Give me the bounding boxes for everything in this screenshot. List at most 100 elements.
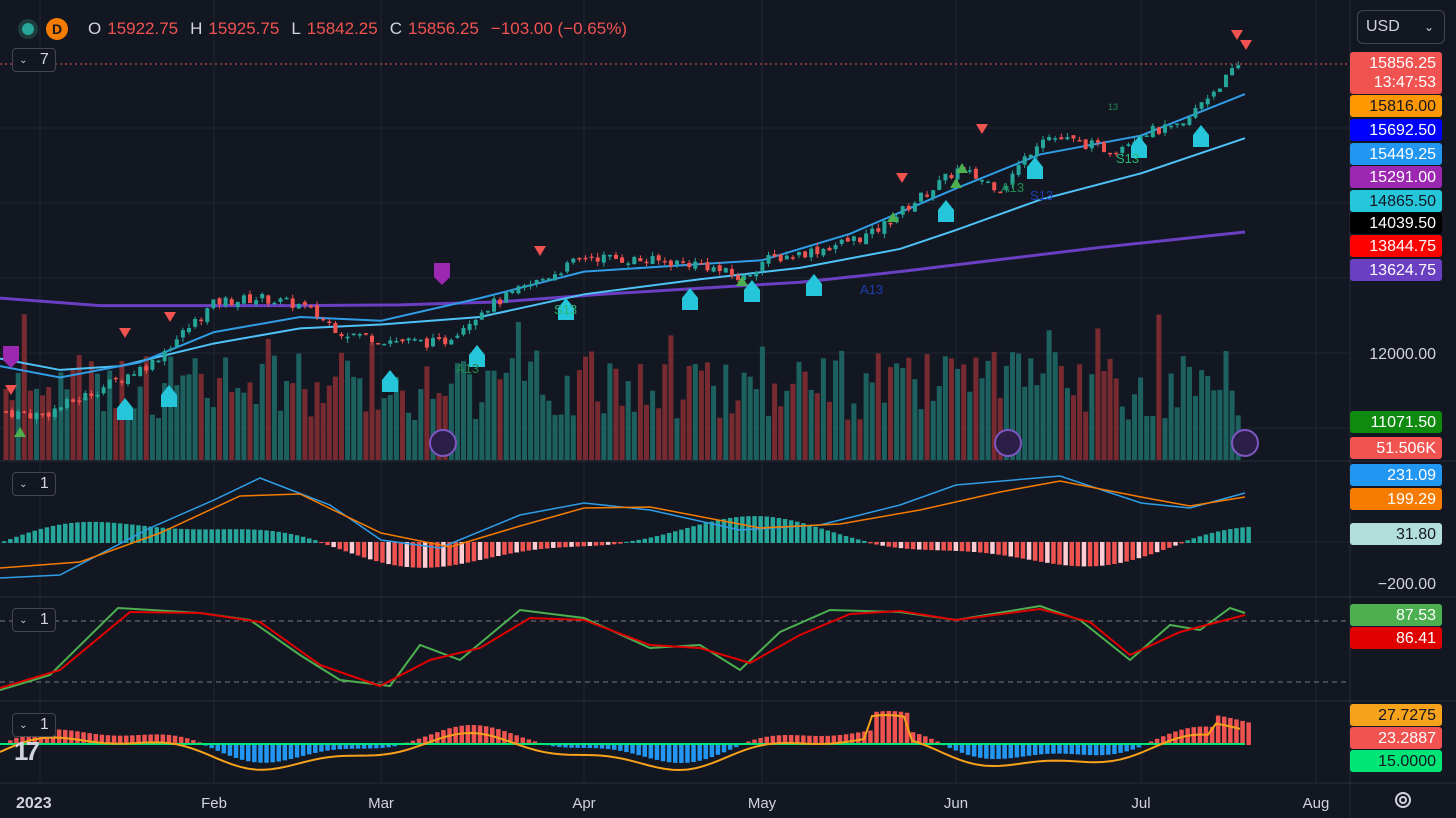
candle-body (729, 268, 734, 276)
oscillator-histogram-bar (849, 733, 855, 745)
macd-histogram-bar (935, 542, 940, 551)
macd-histogram-bar (837, 534, 843, 543)
macd-histogram-bar (1161, 542, 1166, 550)
buy-signal-marker (1131, 136, 1147, 158)
macd-histogram-bar (1106, 542, 1111, 565)
macd-histogram-bar (1228, 529, 1233, 543)
oscillator-histogram-bar (892, 711, 898, 745)
candle-body (955, 168, 960, 180)
macd-histogram-bar (124, 523, 129, 543)
oscillator-histogram-bar (166, 734, 172, 745)
volume-bar (174, 385, 180, 460)
settings-gear-icon[interactable] (1392, 789, 1414, 811)
candle-body (132, 374, 137, 376)
candle-body (266, 295, 271, 304)
market-status-icon[interactable] (22, 23, 34, 35)
candle-body (827, 247, 832, 251)
candle-body (412, 338, 417, 341)
candle-body (1150, 125, 1155, 138)
interval-badge[interactable]: D (46, 18, 68, 40)
volume-bar (875, 353, 881, 460)
volume-bar (1107, 358, 1113, 460)
candle-body (900, 206, 905, 215)
macd-histogram-bar (361, 542, 367, 558)
candle-body (1224, 74, 1228, 88)
volume-bar (973, 357, 979, 460)
macd-histogram-bar (734, 517, 739, 543)
oscillator-histogram-bar (599, 744, 605, 749)
candle-body (614, 254, 618, 259)
oscillator-histogram-bar (178, 736, 184, 745)
volume-bar (1010, 352, 1015, 460)
candle-body (1083, 139, 1088, 149)
currency-select[interactable]: USD ⌄ (1357, 10, 1445, 44)
price-label-box (1350, 259, 1442, 281)
price-label-text: 51.506K (1376, 440, 1436, 457)
volume-bar (180, 375, 186, 460)
oscillator-histogram-bar (1118, 744, 1123, 753)
volume-bar (351, 376, 357, 460)
volume-bar (522, 380, 527, 460)
price-label-box (1350, 190, 1442, 212)
volume-bar (979, 378, 985, 460)
volume-bar (869, 382, 875, 460)
candle-body (553, 274, 557, 281)
buy-signal-marker (744, 280, 760, 302)
volume-bar (772, 383, 778, 460)
volume-bar (741, 372, 747, 460)
candle-body (980, 180, 984, 182)
oscillator-histogram-bar (642, 744, 647, 757)
price-label-box (1350, 119, 1442, 141)
price-label-box (1350, 95, 1442, 117)
main-indicators-toggle[interactable]: ⌄ 7 (12, 48, 56, 72)
macd-histogram-bar (471, 542, 477, 562)
macd-histogram-bar (569, 542, 574, 547)
oscillator-histogram-bar (819, 735, 824, 745)
volume-bar (1113, 378, 1119, 460)
candle-body (864, 233, 869, 245)
price-label-text: 13624.75 (1369, 262, 1436, 279)
volume-bar (290, 383, 296, 460)
volume-bar (387, 394, 393, 460)
macd-pane-toggle[interactable]: ⌄ 1 (12, 472, 56, 496)
candle-body (687, 262, 692, 268)
stochastic-pane-toggle[interactable]: ⌄ 1 (12, 608, 56, 632)
oscillator-histogram-bar (111, 735, 117, 745)
candle-body (998, 191, 1003, 194)
candle-body (589, 256, 594, 259)
price-label-box (1350, 437, 1442, 459)
candle-body (949, 175, 954, 179)
oscillator-histogram-bar (929, 738, 934, 745)
macd-histogram-bar (233, 529, 239, 543)
macd-histogram-bar (953, 542, 959, 551)
oscillator-line (0, 714, 1241, 772)
volume-bars (3, 314, 1241, 460)
oscillator-histogram-bar (618, 744, 623, 751)
price-label-box (1350, 235, 1442, 257)
oscillator-histogram-bar (471, 725, 477, 745)
candle-body (302, 301, 307, 305)
macd-histogram-bar (477, 542, 483, 560)
macd-histogram-bar (1063, 542, 1068, 566)
volume-bar (107, 370, 113, 460)
event-marker-icon (1231, 429, 1259, 457)
candle-body (309, 305, 313, 308)
volume-bar (784, 390, 790, 460)
candle-body (193, 318, 198, 327)
macd-histogram-bar (343, 542, 349, 552)
macd-histogram-bar (825, 530, 830, 543)
price-label-box (1350, 750, 1442, 772)
oscillator-histogram-bar (276, 744, 281, 762)
candle-body (803, 251, 808, 258)
macd-histogram-bar (551, 542, 556, 548)
oscillator-histogram-bar (343, 744, 349, 749)
candle-body (668, 260, 673, 267)
currency-value: USD (1366, 18, 1400, 35)
oscillator-pane-toggle[interactable]: ⌄ 1 (12, 713, 56, 737)
tradingview-logo-icon[interactable]: 17 (14, 736, 40, 766)
ohlc-high-value: 15925.75 (208, 19, 280, 38)
candle-body (223, 297, 228, 306)
macd-histogram-bar (148, 526, 153, 543)
macd-histogram-bar (538, 542, 544, 550)
